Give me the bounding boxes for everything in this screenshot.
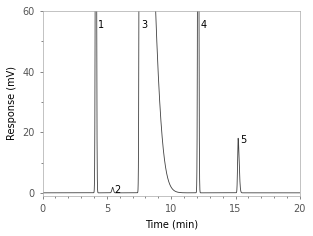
Text: 4: 4 [200, 20, 206, 30]
Text: 2: 2 [115, 185, 121, 195]
Y-axis label: Response (mV): Response (mV) [7, 66, 17, 140]
Text: 3: 3 [141, 20, 148, 30]
X-axis label: Time (min): Time (min) [145, 219, 198, 229]
Text: 1: 1 [98, 20, 104, 30]
Text: 5: 5 [240, 135, 246, 145]
